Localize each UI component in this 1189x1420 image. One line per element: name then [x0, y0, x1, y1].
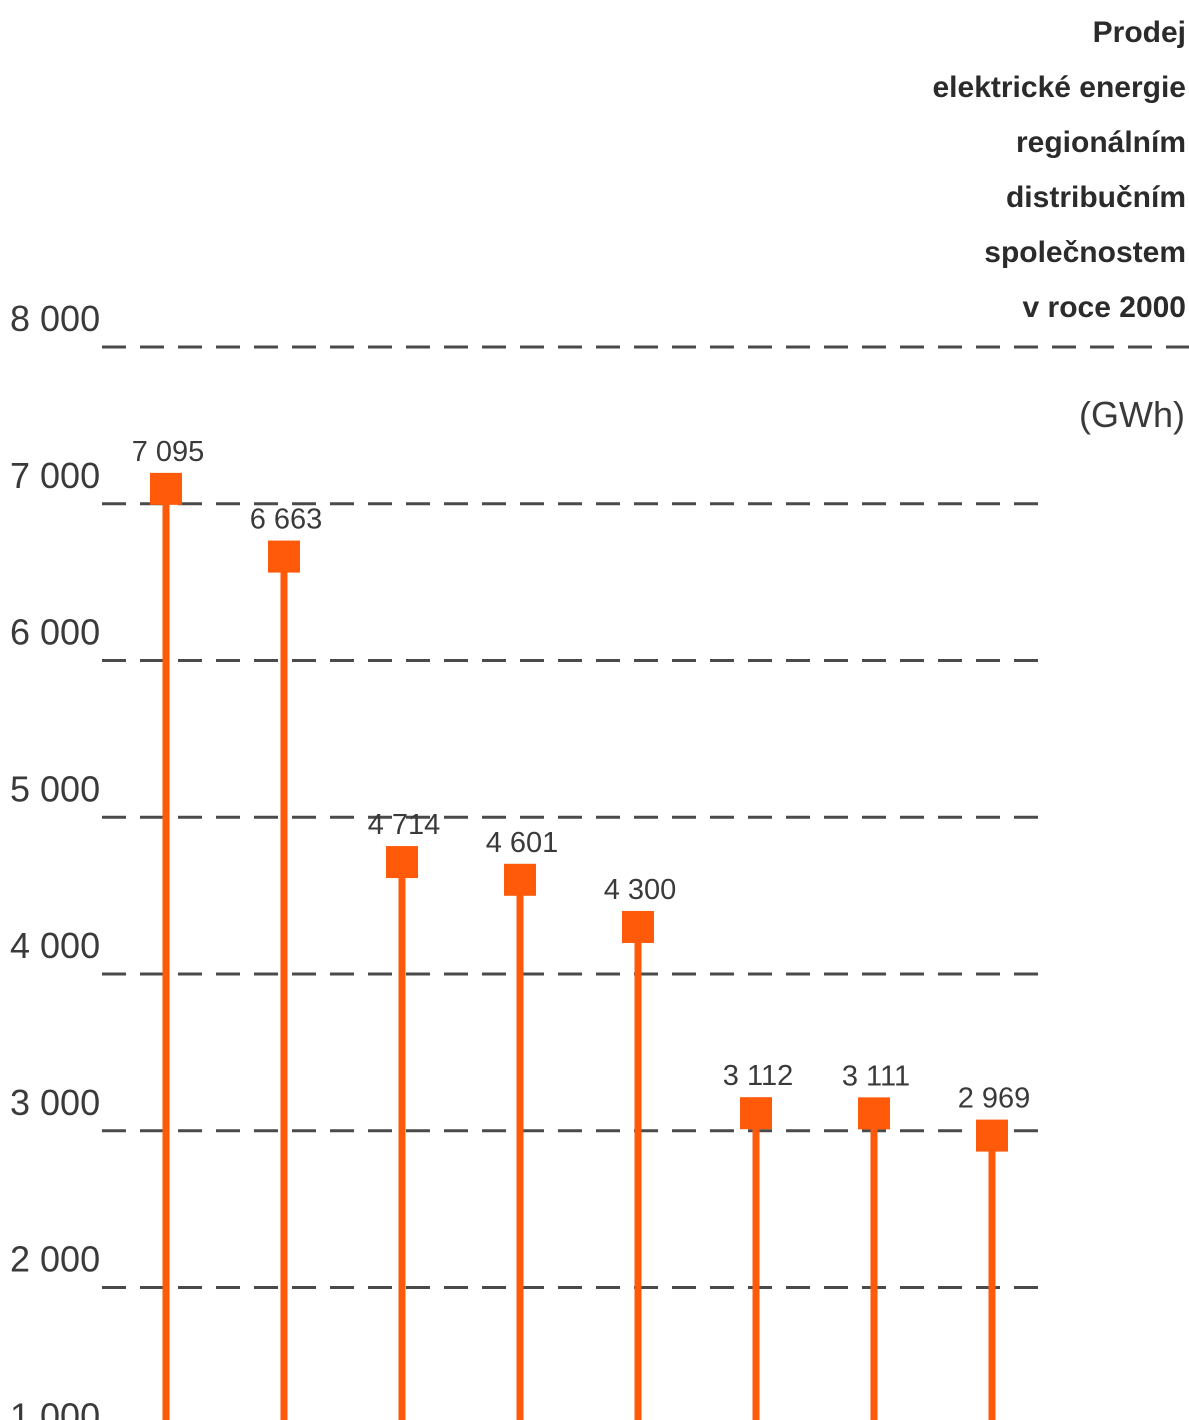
stem-marker [386, 846, 418, 879]
grid-lines [102, 345, 1189, 1289]
stem-marker [150, 472, 182, 505]
y-tick-label: 1 000 [10, 1395, 100, 1420]
value-label: 4 300 [604, 874, 677, 906]
y-tick-label: 3 000 [10, 1082, 100, 1123]
title-line: společnostem [984, 236, 1186, 269]
value-label: 4 601 [486, 827, 559, 859]
y-tick-label: 7 000 [10, 455, 100, 496]
y-tick-label: 2 000 [10, 1239, 100, 1280]
stems: 7 095 6 663 4 714 4 601 4 300 3 112 3 111 2 969 [132, 436, 1031, 1420]
stem-marker [858, 1097, 890, 1130]
y-tick-labels: 1 000 2 000 3 000 4 000 5 000 6 000 7 000 8 000 [10, 298, 100, 1420]
title-line: v roce 2000 [1023, 291, 1186, 324]
stem-marker [740, 1097, 772, 1130]
stem-marker [504, 863, 536, 896]
value-label: 3 112 [723, 1060, 793, 1092]
value-label: 6 663 [250, 504, 323, 536]
value-label: 3 111 [842, 1060, 910, 1092]
title-line: distribučním [1006, 181, 1186, 214]
unit-label: (GWh) [1079, 394, 1185, 435]
title-line: Prodej [1093, 16, 1186, 49]
value-label: 7 095 [132, 436, 205, 468]
stem-marker [622, 910, 654, 943]
y-tick-label: 6 000 [10, 612, 100, 653]
y-tick-label: 8 000 [10, 298, 100, 339]
value-label: 4 714 [368, 809, 441, 841]
stem-marker [268, 540, 300, 573]
y-tick-label: 4 000 [10, 925, 100, 966]
y-tick-label: 5 000 [10, 768, 100, 809]
title-line: regionálním [1016, 126, 1186, 159]
stem-marker [976, 1119, 1008, 1152]
title-line: elektrické energie [933, 71, 1187, 104]
chart-title: Prodej elektrické energie regionálním distr… [933, 16, 1187, 324]
value-label: 2 969 [958, 1083, 1031, 1115]
